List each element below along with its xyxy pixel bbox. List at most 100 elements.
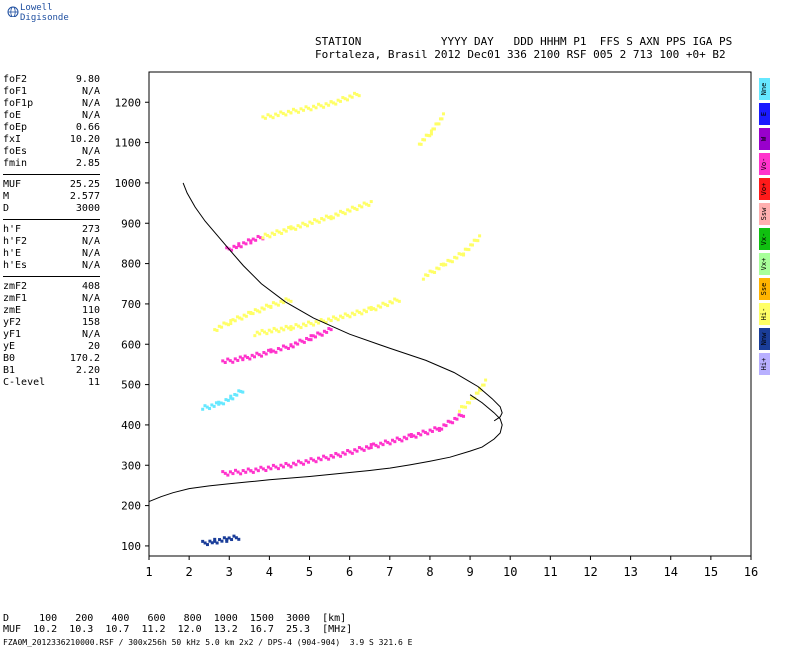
echo-point [257, 353, 261, 357]
echo-point [476, 239, 480, 243]
param-row: B1 2.20 [3, 365, 100, 377]
param-value: 158 [81, 317, 100, 328]
echo-point [228, 470, 232, 474]
echo-point [251, 312, 255, 316]
param-row: h'F2 N/A [3, 236, 100, 248]
echo-point [376, 304, 380, 308]
echo-point [478, 234, 482, 238]
echo-point [393, 440, 397, 444]
echo-point [334, 212, 338, 216]
echo-point [274, 302, 278, 306]
param-label: foF1 [3, 86, 28, 97]
echo-point [217, 402, 221, 406]
echo-point [229, 319, 233, 323]
echo-point [274, 112, 278, 116]
echo-point [276, 114, 280, 118]
echo-point [353, 448, 357, 452]
echo-point [269, 348, 273, 352]
x-tick-label: 6 [346, 565, 353, 579]
y-tick-label: 900 [121, 217, 141, 230]
echo-point [322, 319, 326, 323]
echo-point [201, 407, 205, 411]
echo-point [271, 463, 275, 467]
echo-point [362, 201, 366, 205]
echo-point [261, 236, 265, 240]
param-row: h'F 273 [3, 224, 100, 236]
echo-point [242, 241, 246, 245]
echo-point [275, 328, 279, 332]
echo-point [303, 223, 307, 227]
echo-point [423, 430, 427, 434]
y-tick-label: 100 [121, 540, 141, 553]
legend-item: Vx- [759, 228, 770, 250]
globe-icon [7, 6, 19, 17]
echo-point [343, 452, 347, 456]
x-tick-label: 12 [583, 565, 597, 579]
echo-point [367, 306, 371, 310]
echo-point [426, 273, 430, 277]
echo-point [395, 298, 399, 302]
param-value: N/A [81, 248, 100, 259]
echo-point [221, 470, 225, 474]
echo-point [260, 328, 264, 332]
echo-point [291, 326, 295, 330]
echo-point [462, 252, 466, 256]
echo-point [203, 404, 207, 408]
x-tick-label: 13 [623, 565, 637, 579]
echo-point [235, 315, 239, 319]
echo-point [319, 104, 323, 108]
echo-point [324, 456, 328, 460]
legend-item: Hi+ [759, 353, 770, 375]
echo-point [213, 537, 217, 541]
echo-point [268, 235, 272, 239]
echo-point [390, 438, 394, 442]
echo-point [269, 114, 273, 118]
echo-point [210, 403, 214, 407]
legend-label: Hi- [760, 307, 768, 321]
legend-item: Ssw [759, 203, 770, 225]
echo-point [460, 405, 464, 409]
param-row: fmin 2.85 [3, 158, 100, 170]
echo-point [397, 299, 401, 303]
echo-point [469, 243, 473, 247]
echo-point [314, 106, 318, 110]
echo-point [289, 465, 293, 469]
echo-point [360, 312, 364, 316]
profile-line [182, 182, 503, 422]
echo-point [309, 457, 313, 461]
echo-point [339, 209, 343, 213]
echo-point [222, 321, 226, 325]
echo-point [312, 104, 316, 108]
echo-point [224, 322, 228, 326]
echo-point [437, 122, 441, 126]
echo-point [429, 132, 433, 136]
echo-point [338, 99, 342, 103]
echo-point [348, 94, 352, 98]
echo-point [266, 234, 270, 238]
echo-point [239, 472, 243, 476]
echo-point [266, 465, 270, 469]
echo-point [232, 244, 236, 248]
echo-point [381, 301, 385, 305]
echo-point [294, 463, 298, 467]
param-label: MUF [3, 179, 22, 190]
echo-point [350, 311, 354, 315]
param-label: yE [3, 341, 16, 352]
param-separator [3, 174, 100, 175]
echo-point [329, 215, 333, 219]
param-value: 11 [87, 377, 100, 388]
echo-point [419, 433, 423, 437]
param-value: 2.577 [69, 191, 100, 202]
echo-point [334, 102, 338, 106]
echo-point [329, 454, 333, 458]
echo-point [320, 217, 324, 221]
echo-point [251, 237, 255, 241]
echo-point [355, 208, 359, 212]
echo-point [467, 248, 471, 252]
echo-point [238, 355, 242, 359]
echo-point [336, 318, 340, 322]
param-row: fxI 10.20 [3, 134, 100, 146]
param-label: foF1p [3, 98, 34, 109]
echo-point [291, 226, 295, 230]
echo-point [341, 211, 345, 215]
